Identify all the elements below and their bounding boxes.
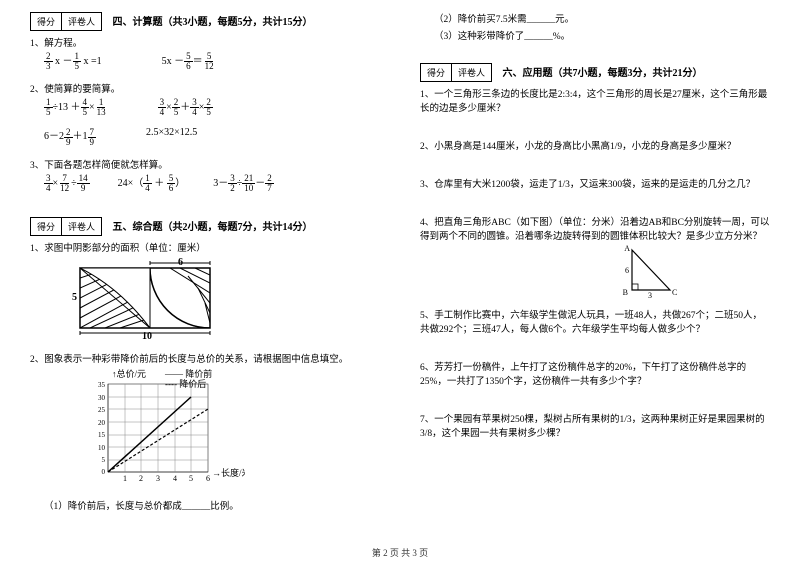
q6-3: 3、仓库里有大米1200袋，运走了1/3，又运来300袋，运来的是运走的几分之几… [420,176,770,190]
legend-after: ---- 降价后 [165,378,206,389]
q4-2d: 2.5×32×12.5 [146,127,197,146]
q4-2b: 34×25＋34×25 [158,98,213,117]
q4-3-row: 34×712÷149 24×（14 ＋ 56） 3－32÷2110－27 [44,174,380,193]
section-4-title: 四、计算题（共3小题，每题5分，共计15分） [113,13,313,28]
section-6-header: 得分 评卷人 六、应用题（共7小题，每题3分，共计21分） [420,63,770,82]
svg-text:10: 10 [98,444,106,452]
fig-label-bottom: 10 [142,331,152,340]
q5-2-3: （3）这种彩带降价了______%。 [434,28,770,42]
q6-1: 1、一个三角形三条边的长度比是2:3:4，这个三角形的周长是27厘米，这个三角形… [420,86,770,114]
q4-3c: 3－32÷2110－27 [213,174,274,193]
q6-6: 6、芳芳打一份稿件，上午打了这份稿件总字的20%，下午打了这份稿件总字的25%，… [420,359,770,387]
q4-1b: 5x －56＝512 [162,52,216,71]
q6-4: 4、把直角三角形ABC（如下图）（单位：分米）沿着边AB和BC分别旋转一周，可以… [420,214,770,242]
svg-text:2: 2 [139,474,143,483]
right-column: （2）降价前买7.5米需______元。 （3）这种彩带降价了______%。 … [420,8,770,515]
q4-2: 2、使简算的要简算。 [30,81,380,95]
tri-side-b: 3 [648,291,652,300]
tri-C: C [672,288,677,297]
grader-label: 评卷人 [452,64,491,81]
q4-2a: 15÷13 ＋45×113 [44,98,108,117]
section-5-header: 得分 评卷人 五、综合题（共2小题，每题7分，共计14分） [30,217,380,236]
svg-text:25: 25 [98,406,106,414]
grader-label: 评卷人 [62,218,101,235]
price-chart: ↑总价/元 —— 降价前 ---- 降价后 [70,369,380,490]
grader-label: 评卷人 [62,13,101,30]
svg-text:5: 5 [102,456,106,464]
svg-text:0: 0 [102,468,106,476]
score-label: 得分 [31,13,62,30]
triangle-figure: A B C 6 3 [620,245,770,303]
tri-A: A [624,245,630,253]
q5-2: 2、图象表示一种彩带降价前后的长度与总价的关系，请根据图中信息填空。 [30,351,380,365]
section-6-title: 六、应用题（共7小题，每题3分，共计21分） [503,64,703,79]
section-5-title: 五、综合题（共2小题，每题7分，共计14分） [113,218,313,233]
legend-before: —— 降价前 [164,369,212,379]
svg-text:5: 5 [189,474,193,483]
q4-2c: 6－229＋179 [44,127,96,146]
svg-text:30: 30 [98,394,106,402]
q4-2-row1: 15÷13 ＋45×113 34×25＋34×25 [44,98,380,117]
q4-3b: 24×（14 ＋ 56） [118,174,186,193]
fig-label-left: 5 [72,292,77,303]
svg-text:15: 15 [98,431,106,439]
svg-text:20: 20 [98,419,106,427]
q5-2-1: （1）降价前后，长度与总价都成______比例。 [44,498,380,512]
line-before [108,397,191,472]
q6-5: 5、手工制作比赛中，六年级学生做泥人玩具，一班48人，共做267个；二班50人，… [420,307,770,335]
svg-text:6: 6 [206,474,210,483]
tri-B: B [623,288,628,297]
q4-3: 3、下面各题怎样简便就怎样算。 [30,157,380,171]
score-box: 得分 评卷人 [30,217,102,236]
tri-side-a: 6 [625,266,629,275]
svg-text:3: 3 [156,474,160,483]
q4-1: 1、解方程。 [30,35,380,49]
left-column: 得分 评卷人 四、计算题（共3小题，每题5分，共计15分） 1、解方程。 23 … [30,8,380,515]
svg-text:35: 35 [98,381,106,389]
q4-1a: 23 x －15 x =1 [44,52,102,71]
score-box: 得分 评卷人 [420,63,492,82]
score-box: 得分 评卷人 [30,12,102,31]
svg-text:1: 1 [123,474,127,483]
q4-2-row2: 6－229＋179 2.5×32×12.5 [44,127,380,146]
section-4-header: 得分 评卷人 四、计算题（共3小题，每题5分，共计15分） [30,12,380,31]
q4-1-items: 23 x －15 x =1 5x －56＝512 [44,52,380,71]
q4-3a: 34×712÷149 [44,174,90,193]
q5-1: 1、求图中阴影部分的面积（单位：厘米） [30,240,380,254]
page-footer: 第 2 页 共 3 页 [0,546,800,559]
axis-y-label: ↑总价/元 [112,369,146,379]
q5-2-2: （2）降价前买7.5米需______元。 [434,11,770,25]
score-label: 得分 [421,64,452,81]
svg-text:4: 4 [173,474,177,483]
q6-2: 2、小黑身高是144厘米，小龙的身高比小黑高1/9，小龙的身高是多少厘米？ [420,138,770,152]
q6-7: 7、一个果园有苹果树250棵，梨树占所有果树的1/3，这两种果树正好是果园果树的… [420,411,770,439]
axis-x-label: →长度/米 [212,467,245,478]
shaded-figure: 6 5 10 [70,258,380,343]
score-label: 得分 [31,218,62,235]
